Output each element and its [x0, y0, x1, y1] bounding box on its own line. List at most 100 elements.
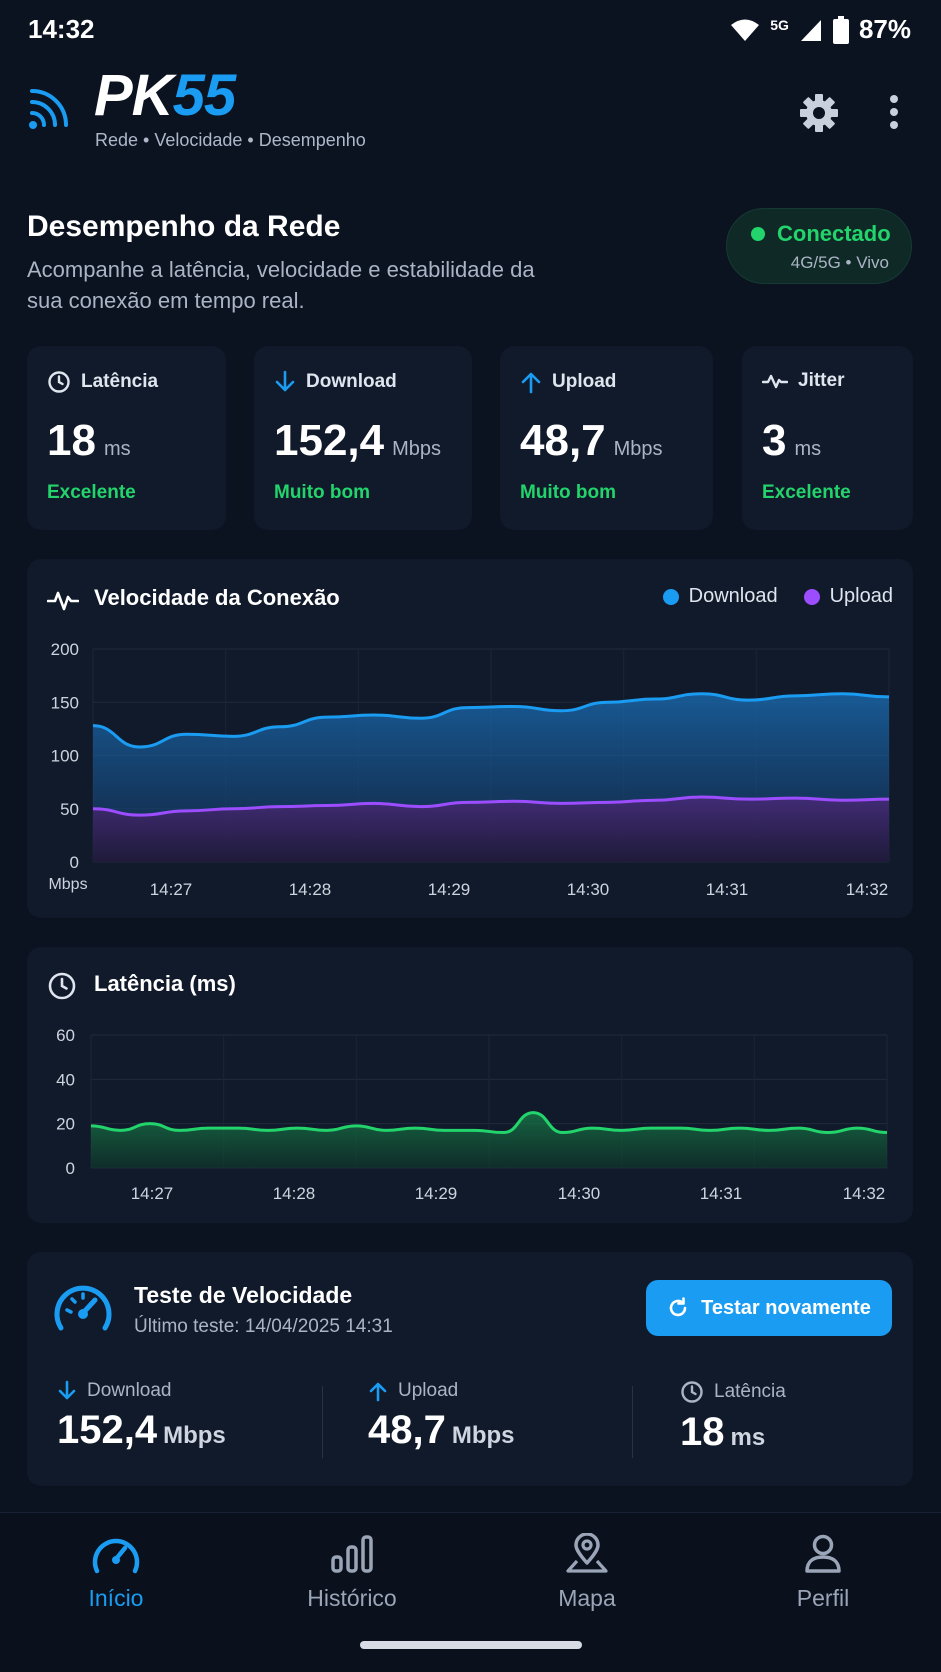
stat-header: Jitter	[762, 370, 844, 392]
result-number: 152,4	[57, 1408, 158, 1452]
result-number: 18	[680, 1410, 725, 1454]
x-tick-label: 14:30	[567, 880, 610, 899]
x-tick-label: 14:29	[415, 1184, 458, 1203]
pulse-icon	[762, 374, 788, 389]
stat-card-latency[interactable]: Latência 18 ms Excelente	[27, 346, 226, 530]
stat-unit: Mbps	[392, 438, 442, 460]
wifi-icon	[731, 19, 760, 41]
result-unit: Mbps	[163, 1422, 226, 1449]
result-upload: Upload 48,7 Mbps	[368, 1380, 515, 1453]
app-tagline: Rede • Velocidade • Desempenho	[95, 130, 366, 150]
y-tick-label: 200	[51, 640, 79, 659]
stat-card-upload[interactable]: Upload 48,7 Mbps Muito bom	[500, 346, 713, 530]
chart-legend: Download Upload	[662, 585, 893, 608]
result-value: 152,4 Mbps	[57, 1408, 226, 1453]
x-tick-label: 14:28	[289, 880, 332, 899]
nav-item-historico[interactable]: Histórico	[272, 1533, 432, 1612]
stat-number: 152,4	[274, 416, 385, 465]
y-tick-label: 50	[60, 800, 79, 819]
result-unit: Mbps	[451, 1422, 515, 1449]
status-icons: 5G 87%	[730, 14, 911, 45]
app-logo: PK55	[94, 63, 237, 128]
last-test-date: Último teste: 14/04/2025 14:31	[134, 1316, 393, 1337]
stat-rating: Muito bom	[274, 482, 371, 503]
stat-rating: Excelente	[47, 482, 136, 503]
stat-value: 3 ms	[762, 416, 821, 466]
speed-chart-title: Velocidade da Conexão	[94, 585, 340, 610]
y-tick-label: 40	[56, 1070, 75, 1089]
page-description: Acompanhe a latência, velocidade e estab…	[27, 257, 535, 313]
battery-icon	[832, 15, 849, 44]
nav-item-perfil[interactable]: Perfil	[743, 1533, 903, 1612]
divider	[632, 1386, 633, 1458]
series-line-download	[92, 692, 890, 749]
logo-text-pk: PK	[94, 63, 174, 128]
settings-gear-icon[interactable]	[798, 92, 840, 134]
nav-label: Histórico	[307, 1585, 397, 1611]
pulse-icon	[47, 591, 79, 611]
y-tick-label: 20	[56, 1115, 75, 1134]
stat-header: Upload	[520, 370, 616, 394]
x-tick-label: 14:29	[428, 880, 471, 899]
refresh-icon	[669, 1297, 687, 1317]
connection-status-badge: Conectado 4G/5G • Vivo	[726, 208, 912, 284]
logo-text-55: 55	[172, 63, 237, 128]
stat-number: 48,7	[520, 416, 606, 465]
y-tick-label: 60	[56, 1026, 75, 1045]
legend-upload: Upload	[803, 585, 893, 608]
x-tick-label: 14:32	[846, 880, 889, 899]
bar-chart-icon	[331, 1535, 373, 1573]
x-tick-label: 14:31	[700, 1184, 743, 1203]
result-value: 48,7 Mbps	[368, 1408, 515, 1453]
series-area-latency	[91, 1112, 887, 1168]
nav-item-inicio[interactable]: Início	[36, 1533, 196, 1612]
x-tick-label: 14:31	[706, 880, 749, 899]
nav-label: Mapa	[558, 1585, 616, 1611]
nav-item-mapa[interactable]: Mapa	[507, 1533, 667, 1612]
stat-value: 152,4 Mbps	[274, 416, 441, 466]
stat-value: 18 ms	[47, 416, 131, 466]
clock-icon	[48, 371, 70, 393]
legend-dot-upload	[803, 588, 820, 605]
x-tick-label: 14:27	[131, 1184, 174, 1203]
stat-label: Jitter	[798, 370, 845, 391]
result-download: Download 152,4 Mbps	[57, 1380, 226, 1453]
y-tick-label: 0	[70, 853, 79, 872]
stat-number: 3	[762, 416, 787, 465]
stat-card-download[interactable]: Download 152,4 Mbps Muito bom	[254, 346, 472, 530]
x-tick-label: 14:28	[273, 1184, 316, 1203]
x-tick-label: 14:27	[150, 880, 193, 899]
stat-unit: Mbps	[613, 438, 663, 460]
divider	[322, 1386, 323, 1458]
result-label: Download	[87, 1380, 172, 1401]
result-header: Download	[57, 1380, 226, 1402]
result-label: Upload	[398, 1380, 459, 1401]
result-number: 48,7	[368, 1408, 446, 1452]
stat-card-jitter[interactable]: Jitter 3 ms Excelente	[742, 346, 913, 530]
connection-detail: 4G/5G • Vivo	[790, 253, 889, 272]
legend-dot-download	[662, 588, 679, 605]
result-latency: Latência 18 ms	[680, 1380, 786, 1455]
y-tick-label: 0	[66, 1159, 75, 1178]
more-vertical-icon[interactable]	[888, 94, 900, 130]
stat-unit: ms	[794, 438, 822, 460]
clock-icon	[681, 1381, 703, 1403]
stat-rating: Muito bom	[520, 482, 617, 503]
y-unit-label: Mbps	[48, 876, 87, 893]
legend-download: Download	[662, 585, 778, 608]
stat-label: Download	[306, 371, 397, 392]
nav-label: Perfil	[796, 1585, 850, 1611]
speedometer-icon	[54, 1285, 112, 1331]
status-time: 14:32	[28, 14, 95, 44]
result-header: Upload	[368, 1380, 515, 1402]
x-tick-label: 14:32	[843, 1184, 886, 1203]
retest-button[interactable]: Testar novamente	[646, 1280, 892, 1336]
home-indicator	[360, 1641, 582, 1649]
speed-line-chart: 0 50 100 150 200 14:27 14:28 14:29 14:30 14:31 14:…	[48, 640, 890, 899]
nav-label: Início	[88, 1585, 144, 1611]
connection-status: Conectado	[777, 221, 891, 246]
latency-line-chart: 0 20 40 60 14:27 14:28 14:29 14:30 14:31 14:32	[56, 1026, 888, 1203]
arrow-up-icon	[369, 1382, 387, 1402]
stat-rating: Excelente	[762, 482, 851, 503]
stat-header: Download	[274, 370, 397, 394]
